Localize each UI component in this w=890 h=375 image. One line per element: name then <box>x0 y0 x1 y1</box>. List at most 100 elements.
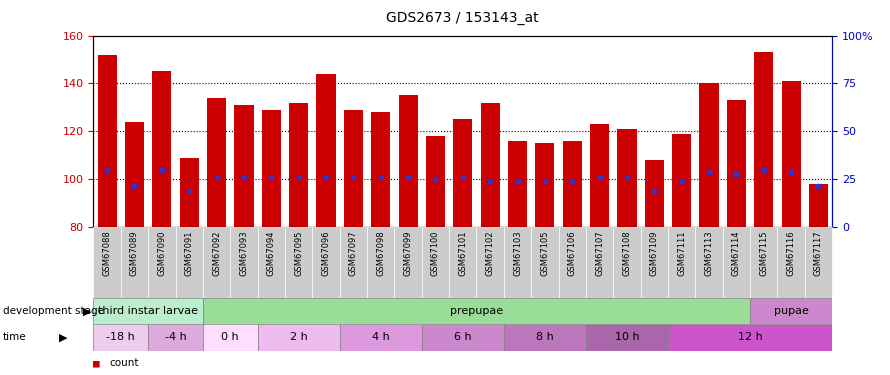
Text: GSM67100: GSM67100 <box>431 230 440 276</box>
Bar <box>504 227 531 298</box>
Text: 0 h: 0 h <box>222 333 239 342</box>
Bar <box>344 110 363 227</box>
Bar <box>613 227 641 298</box>
Text: GSM67097: GSM67097 <box>349 230 358 276</box>
Text: development stage: development stage <box>3 306 103 316</box>
Text: GSM67096: GSM67096 <box>321 230 330 276</box>
Bar <box>203 298 750 324</box>
Bar <box>590 124 609 227</box>
Text: GSM67102: GSM67102 <box>486 230 495 276</box>
Bar <box>422 227 449 298</box>
Bar <box>695 227 723 298</box>
Bar <box>257 324 340 351</box>
Bar <box>340 324 422 351</box>
Bar <box>340 227 367 298</box>
Bar <box>257 227 285 298</box>
Bar <box>93 227 121 298</box>
Text: GSM67093: GSM67093 <box>239 230 248 276</box>
Bar <box>93 298 203 324</box>
Bar <box>754 53 773 227</box>
Text: GSM67106: GSM67106 <box>568 230 577 276</box>
Text: 2 h: 2 h <box>290 333 308 342</box>
Bar <box>231 227 257 298</box>
Text: ■: ■ <box>93 358 101 368</box>
Text: GSM67101: GSM67101 <box>458 230 467 276</box>
Text: GSM67117: GSM67117 <box>814 230 823 276</box>
Bar <box>367 227 394 298</box>
Text: GSM67105: GSM67105 <box>540 230 549 276</box>
Bar <box>262 110 281 227</box>
Bar <box>668 324 832 351</box>
Bar <box>289 103 308 227</box>
Bar <box>175 227 203 298</box>
Bar <box>93 324 148 351</box>
Bar <box>586 324 668 351</box>
Bar <box>508 141 527 227</box>
Text: GSM67098: GSM67098 <box>376 230 385 276</box>
Bar <box>285 227 312 298</box>
Text: GSM67109: GSM67109 <box>650 230 659 276</box>
Text: GSM67089: GSM67089 <box>130 230 139 276</box>
Bar <box>125 122 144 227</box>
Text: GSM67095: GSM67095 <box>294 230 303 276</box>
Text: -18 h: -18 h <box>107 333 135 342</box>
Bar <box>750 227 778 298</box>
Text: GSM67088: GSM67088 <box>102 230 111 276</box>
Text: third instar larvae: third instar larvae <box>98 306 198 316</box>
Bar <box>152 72 172 227</box>
Bar <box>531 227 559 298</box>
Bar <box>586 227 613 298</box>
Text: GSM67114: GSM67114 <box>732 230 740 276</box>
Text: 8 h: 8 h <box>536 333 554 342</box>
Bar <box>805 227 832 298</box>
Bar <box>453 119 473 227</box>
Text: GSM67099: GSM67099 <box>403 230 413 276</box>
Bar <box>618 129 636 227</box>
Bar <box>317 74 336 227</box>
Text: -4 h: -4 h <box>165 333 186 342</box>
Bar <box>371 112 391 227</box>
Text: GSM67094: GSM67094 <box>267 230 276 276</box>
Bar <box>180 158 198 227</box>
Bar <box>121 227 148 298</box>
Bar <box>98 55 117 227</box>
Bar <box>750 298 832 324</box>
Text: GSM67111: GSM67111 <box>677 230 686 276</box>
Bar <box>203 227 231 298</box>
Text: GSM67113: GSM67113 <box>705 230 714 276</box>
Bar <box>700 84 718 227</box>
Bar <box>148 324 203 351</box>
Text: GSM67103: GSM67103 <box>513 230 522 276</box>
Bar <box>234 105 254 227</box>
Bar <box>203 324 257 351</box>
Text: GSM67090: GSM67090 <box>158 230 166 276</box>
Text: pupae: pupae <box>773 306 808 316</box>
Text: prepupae: prepupae <box>450 306 503 316</box>
Text: ▶: ▶ <box>59 333 68 342</box>
Bar <box>778 227 805 298</box>
Text: GSM67108: GSM67108 <box>622 230 632 276</box>
Text: GSM67116: GSM67116 <box>787 230 796 276</box>
Bar <box>535 143 554 227</box>
Text: GSM67107: GSM67107 <box>595 230 604 276</box>
Bar <box>399 95 417 227</box>
Text: GSM67115: GSM67115 <box>759 230 768 276</box>
Text: 4 h: 4 h <box>372 333 390 342</box>
Bar <box>641 227 668 298</box>
Bar <box>723 227 750 298</box>
Bar <box>481 103 500 227</box>
Bar <box>727 100 746 227</box>
Bar <box>644 160 664 227</box>
Text: 10 h: 10 h <box>615 333 639 342</box>
Bar <box>422 324 504 351</box>
Text: GDS2673 / 153143_at: GDS2673 / 153143_at <box>386 11 539 25</box>
Bar <box>207 98 226 227</box>
Bar <box>394 227 422 298</box>
Bar <box>312 227 340 298</box>
Bar <box>504 324 586 351</box>
Bar <box>559 227 586 298</box>
Text: count: count <box>109 358 139 368</box>
Bar <box>668 227 695 298</box>
Text: GSM67091: GSM67091 <box>185 230 194 276</box>
Bar <box>449 227 476 298</box>
